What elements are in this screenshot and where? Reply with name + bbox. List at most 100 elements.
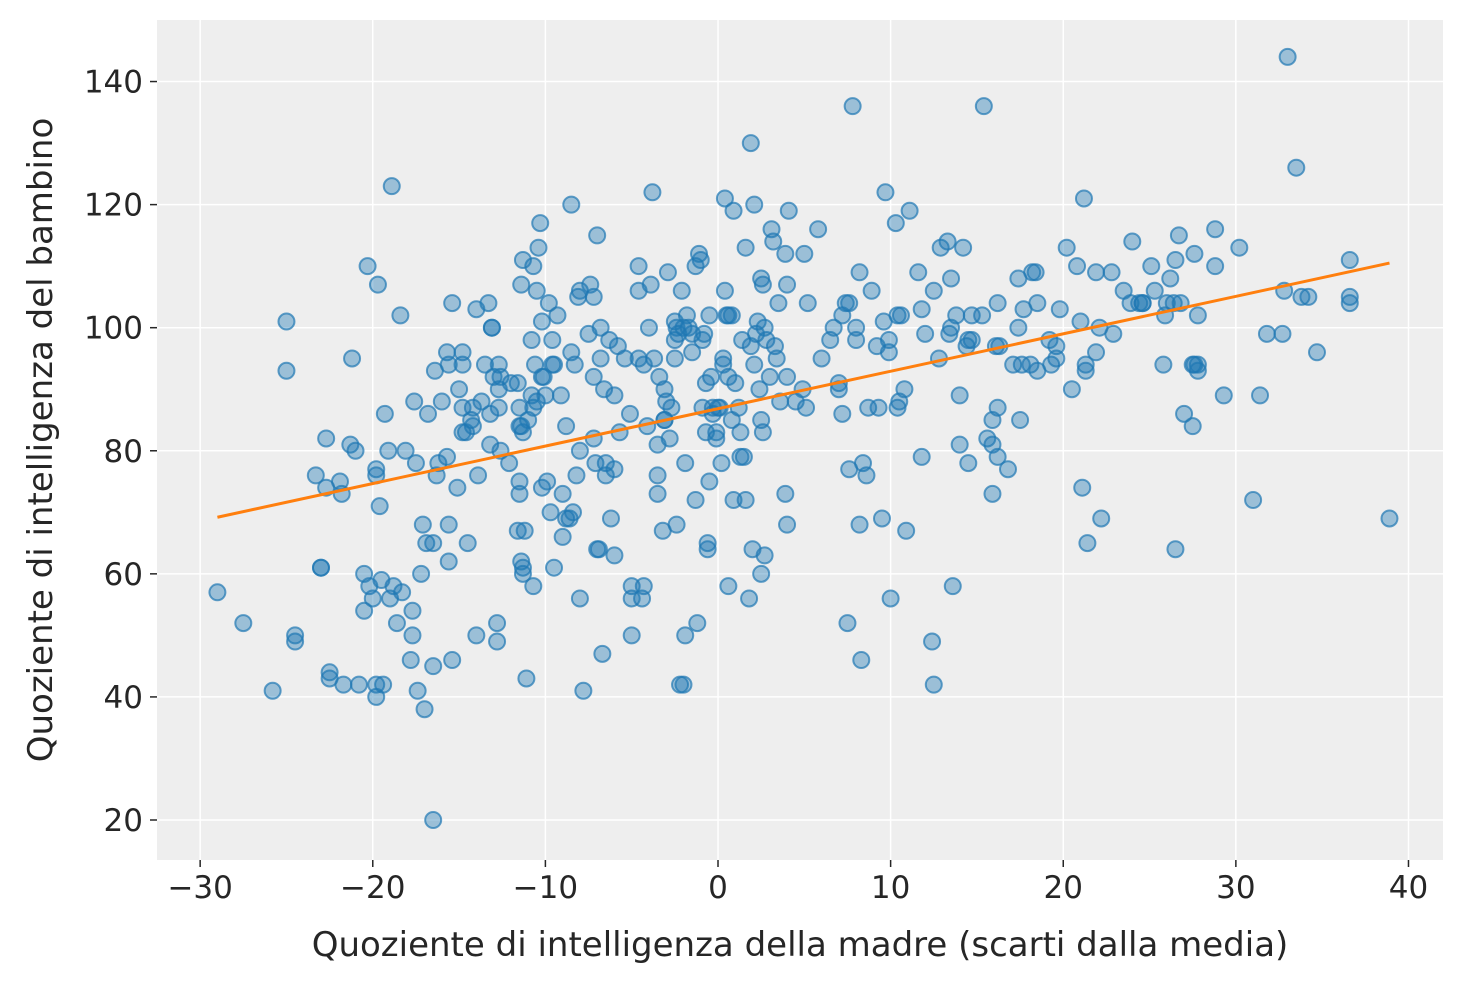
- data-point: [453, 343, 472, 362]
- data-point: [629, 257, 648, 276]
- data-point: [622, 577, 641, 596]
- data-point: [688, 614, 707, 633]
- data-point: [368, 275, 387, 294]
- data-point: [740, 589, 759, 608]
- data-point: [1142, 257, 1161, 276]
- data-point: [277, 312, 296, 331]
- data-point: [588, 226, 607, 245]
- data-point: [973, 306, 992, 325]
- data-point: [824, 318, 843, 337]
- data-point: [974, 97, 993, 116]
- data-point: [512, 275, 531, 294]
- data-point: [745, 195, 764, 214]
- data-point: [605, 460, 624, 479]
- data-point: [886, 214, 905, 233]
- data-point: [564, 503, 583, 522]
- data-point: [510, 398, 529, 417]
- x-tick-label: 30: [1216, 870, 1255, 906]
- data-point: [719, 577, 738, 596]
- data-point: [843, 97, 862, 116]
- data-point: [524, 257, 543, 276]
- data-point: [959, 454, 978, 473]
- data-point: [534, 367, 553, 386]
- y-tick-label: 20: [104, 803, 143, 839]
- data-point: [562, 195, 581, 214]
- data-point: [736, 491, 755, 509]
- data-point: [605, 386, 624, 405]
- data-point: [672, 281, 691, 300]
- data-point: [734, 447, 753, 466]
- data-point: [1145, 281, 1164, 300]
- data-point: [543, 331, 562, 349]
- data-point: [1074, 189, 1093, 208]
- data-point: [658, 263, 677, 282]
- data-point: [1123, 232, 1142, 251]
- data-points: [208, 47, 1399, 829]
- data-point: [508, 521, 527, 540]
- grid-lines: [157, 20, 1443, 860]
- data-point: [524, 577, 543, 596]
- data-point: [1073, 478, 1092, 497]
- data-point: [776, 244, 795, 263]
- data-point: [962, 331, 981, 349]
- regression-line: [217, 261, 1390, 519]
- data-point: [912, 300, 931, 319]
- data-point: [700, 306, 719, 325]
- data-point: [686, 491, 705, 509]
- data-point: [1340, 287, 1359, 306]
- data-point: [715, 189, 734, 208]
- data-point: [584, 367, 603, 386]
- data-point: [475, 355, 494, 374]
- data-point: [513, 564, 532, 583]
- data-point: [1047, 349, 1066, 368]
- data-point: [895, 380, 914, 399]
- data-point: [1092, 509, 1111, 528]
- data-point: [753, 275, 772, 294]
- data-point: [482, 318, 501, 337]
- data-point: [393, 583, 412, 602]
- data-point: [412, 564, 431, 583]
- data-point: [450, 380, 469, 399]
- data-point: [724, 201, 743, 220]
- data-point: [1273, 324, 1292, 343]
- data-point: [513, 251, 532, 269]
- data-point: [648, 484, 667, 503]
- data-point: [891, 306, 910, 325]
- data-point: [1299, 287, 1318, 306]
- data-point: [424, 534, 443, 553]
- data-point: [403, 601, 422, 620]
- data-point: [676, 626, 695, 645]
- data-point: [1340, 251, 1359, 269]
- data-point: [809, 220, 828, 239]
- y-tick-label: 40: [104, 680, 143, 716]
- data-point: [876, 183, 895, 202]
- data-point: [879, 343, 898, 362]
- data-point: [988, 294, 1007, 313]
- data-point: [641, 275, 660, 294]
- data-point: [776, 484, 795, 503]
- data-point: [553, 527, 572, 546]
- data-point: [950, 386, 969, 405]
- data-point: [605, 546, 624, 565]
- data-point: [346, 441, 365, 460]
- data-point: [1380, 509, 1399, 528]
- data-point: [715, 281, 734, 300]
- data-point: [838, 614, 857, 633]
- data-point: [722, 306, 741, 325]
- data-point: [1104, 324, 1123, 343]
- data-point: [584, 429, 603, 448]
- data-point: [1307, 343, 1326, 362]
- data-point: [443, 651, 462, 669]
- data-point: [938, 232, 957, 251]
- data-point: [950, 435, 969, 454]
- data-point: [591, 349, 610, 368]
- data-point: [453, 355, 472, 374]
- data-point: [317, 429, 336, 448]
- data-point: [539, 294, 558, 313]
- data-point: [698, 540, 717, 559]
- data-point: [909, 263, 928, 282]
- data-point: [695, 324, 714, 343]
- y-tick-label: 80: [104, 434, 143, 470]
- regression-line-segment: [217, 261, 1390, 519]
- x-tick-label: −10: [513, 870, 578, 906]
